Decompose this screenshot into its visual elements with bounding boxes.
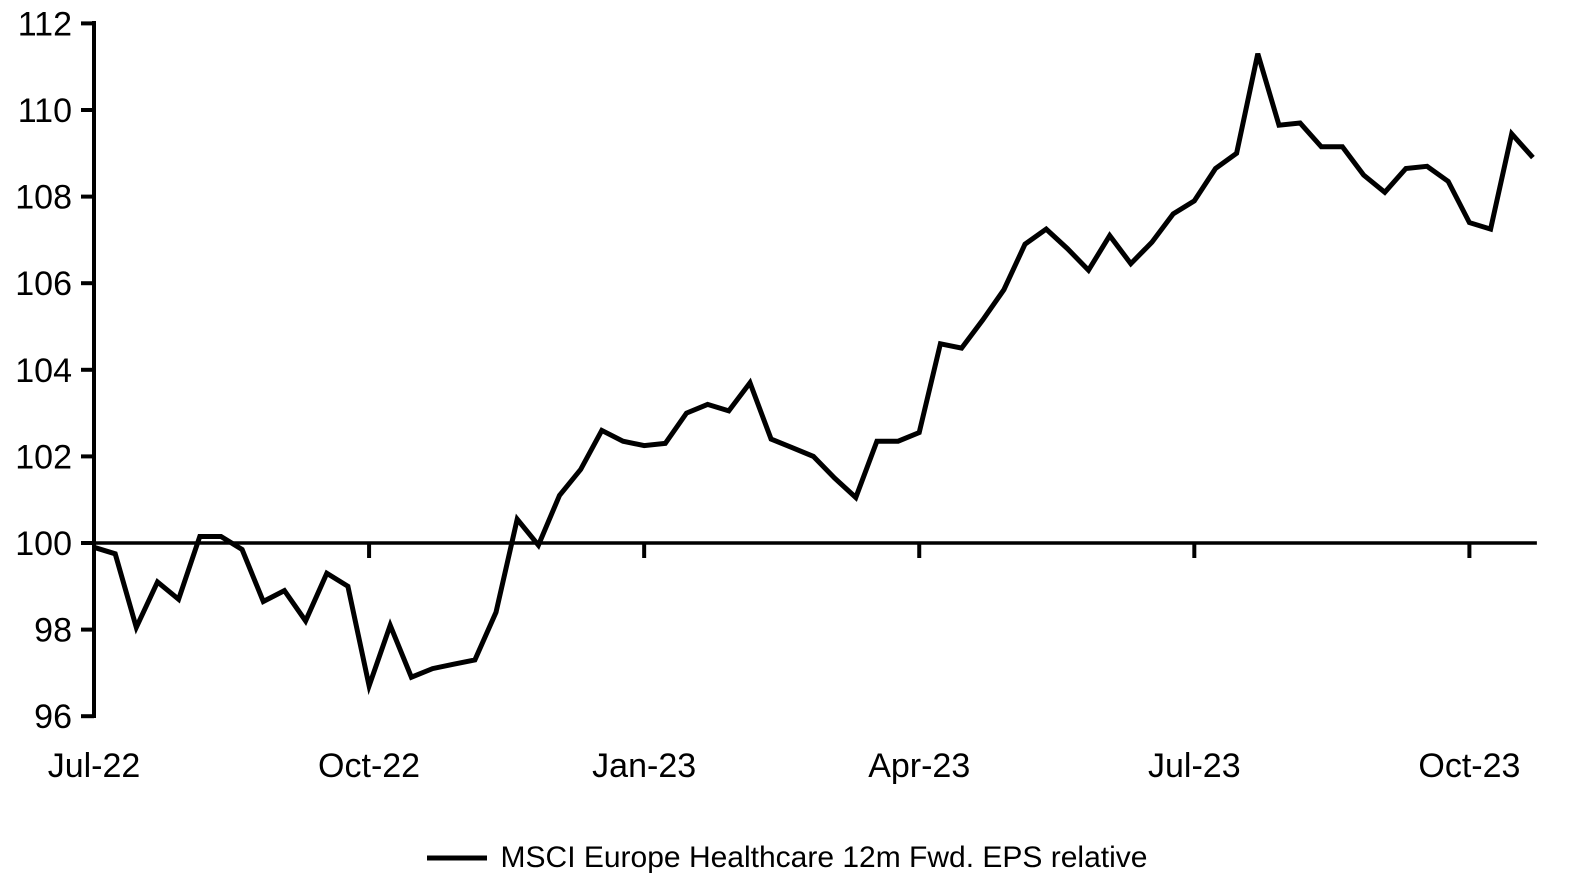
y-tick-label: 108: [15, 179, 72, 217]
y-tick-label: 102: [15, 438, 72, 476]
y-tick-label: 98: [34, 612, 72, 650]
x-tick-label: Oct-23: [1418, 747, 1520, 785]
series-line: [93, 52, 1535, 696]
y-tick-label: 100: [15, 525, 72, 563]
x-tick-label: Jul-22: [48, 747, 141, 785]
y-tick-label: 96: [34, 698, 72, 736]
x-tick-label: Oct-22: [318, 747, 420, 785]
y-tick-label: 104: [15, 352, 72, 390]
x-tick-label: Apr-23: [868, 747, 970, 785]
x-tick-label: Jul-23: [1148, 747, 1241, 785]
legend: MSCI Europe Healthcare 12m Fwd. EPS rela…: [0, 840, 1573, 876]
y-tick-label: 110: [18, 92, 72, 130]
y-tick-label: 106: [15, 265, 72, 303]
legend-label: MSCI Europe Healthcare 12m Fwd. EPS rela…: [500, 841, 1148, 874]
x-tick-label: Jan-23: [592, 747, 696, 785]
y-tick-label: 112: [18, 5, 72, 43]
legend-line-sample: [426, 855, 487, 861]
